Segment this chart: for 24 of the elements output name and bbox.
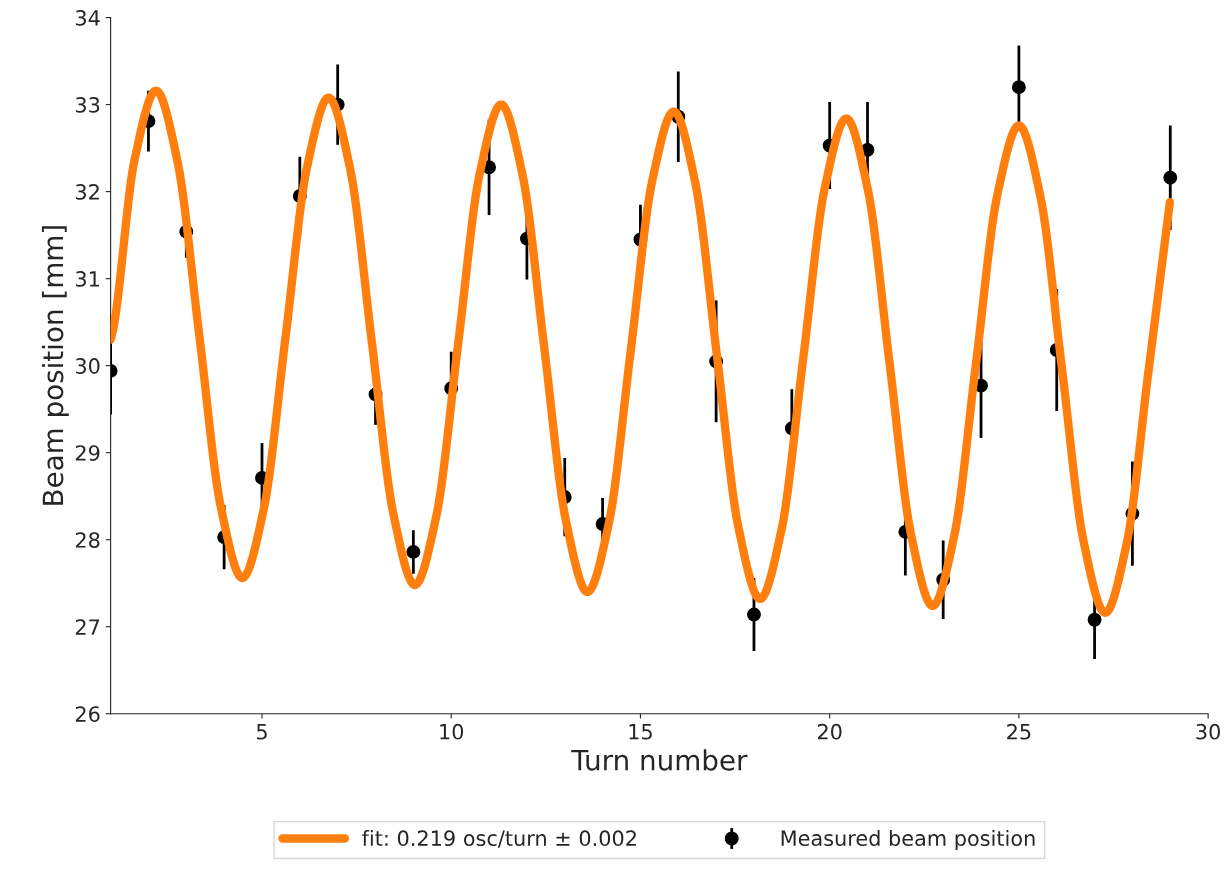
y-tick-label: 31 bbox=[75, 271, 99, 287]
point bbox=[747, 607, 761, 622]
x-tick-label: 30 bbox=[1196, 723, 1220, 740]
x-tick-label: 25 bbox=[1007, 723, 1031, 740]
x-tick-label: 20 bbox=[817, 723, 842, 740]
legend-label: Measured beam position bbox=[781, 829, 1035, 851]
y-tick-label: 32 bbox=[75, 184, 99, 200]
x-axis-title: Turn number bbox=[571, 749, 748, 771]
y-tick-label: 26 bbox=[75, 706, 100, 722]
point bbox=[1087, 612, 1102, 627]
y-tick-label: 29 bbox=[75, 445, 100, 461]
y-tick-label: 27 bbox=[75, 619, 100, 635]
x-tick-label: 15 bbox=[629, 724, 652, 740]
point bbox=[1011, 80, 1026, 95]
y-tick-label: 30 bbox=[75, 358, 100, 374]
point bbox=[1163, 170, 1178, 185]
y-tick-label: 28 bbox=[75, 532, 100, 548]
legend-label: fit: 0.219 osc/turn ± 0.002 bbox=[362, 829, 636, 848]
point bbox=[406, 544, 421, 559]
y-axis-title: Beam position [mm] bbox=[41, 226, 69, 505]
x-tick-label: 5 bbox=[256, 724, 267, 740]
x-tick-label: 10 bbox=[440, 723, 464, 740]
y-tick-label: 34 bbox=[75, 10, 100, 26]
y-tick-label: 33 bbox=[75, 97, 100, 113]
